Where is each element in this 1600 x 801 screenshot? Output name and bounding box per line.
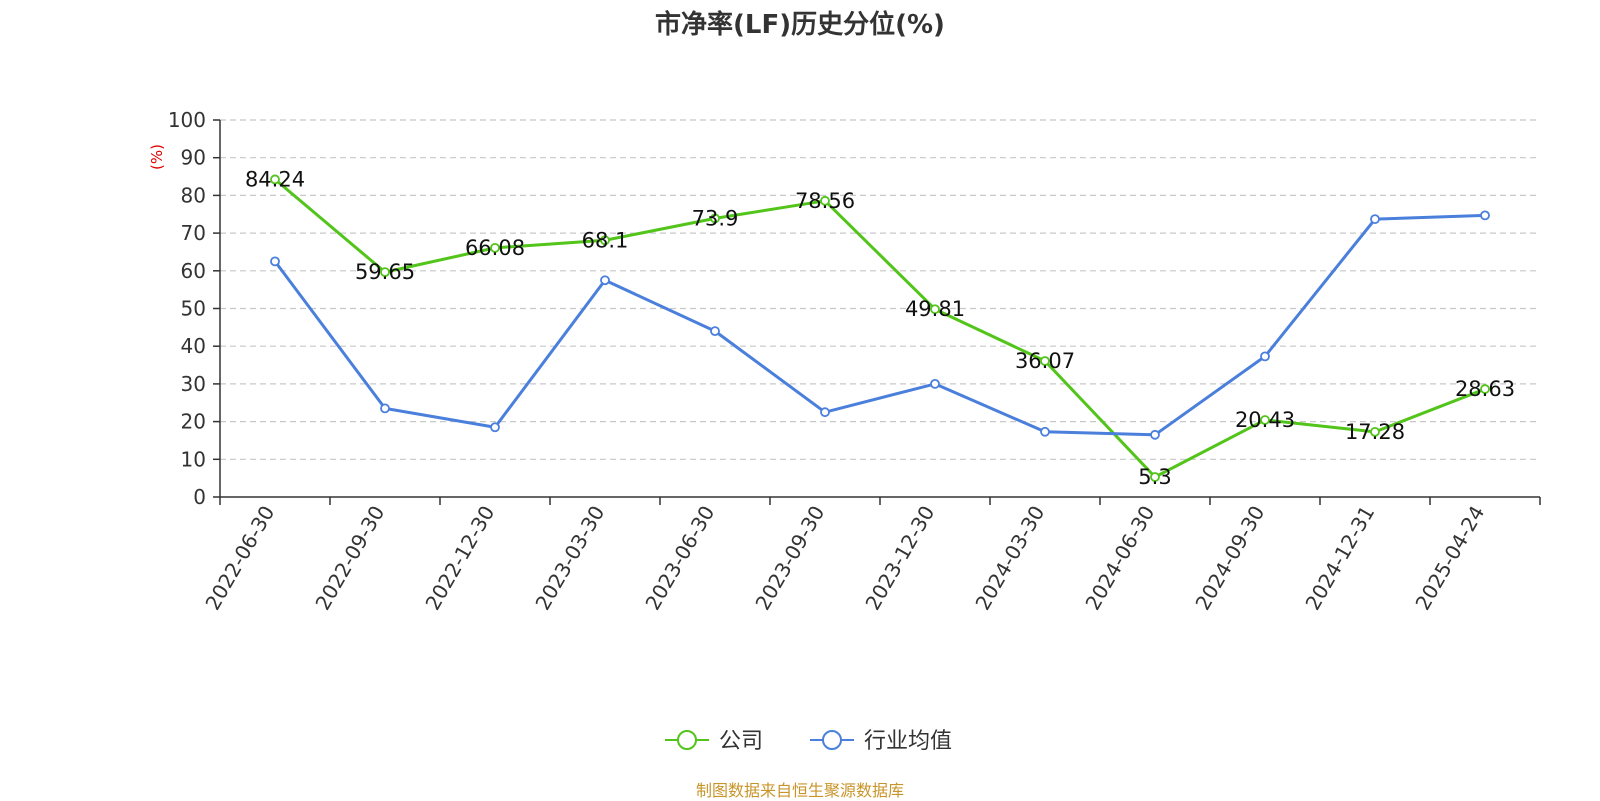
data-point[interactable] — [270, 256, 280, 267]
data-point[interactable] — [600, 275, 610, 286]
y-tick-label: 0 — [193, 485, 206, 509]
y-tick-label: 100 — [168, 108, 206, 132]
y-tick-label: 90 — [181, 146, 206, 170]
y-tick-label: 30 — [181, 372, 206, 396]
data-label: 78.56 — [795, 189, 855, 213]
x-tick-label: 2024-12-31 — [1300, 502, 1379, 615]
data-point[interactable] — [600, 235, 610, 246]
data-label: 66.08 — [465, 236, 525, 260]
x-tick-label: 2025-04-24 — [1410, 502, 1489, 615]
x-tick-label: 2023-12-30 — [860, 502, 939, 615]
data-point[interactable] — [1370, 426, 1380, 437]
data-point[interactable] — [820, 195, 830, 206]
data-point[interactable] — [270, 174, 280, 185]
data-point[interactable] — [1260, 351, 1270, 362]
data-point[interactable] — [710, 213, 720, 224]
data-label: 84.24 — [245, 167, 305, 191]
chart-title: 市净率(LF)历史分位(%) — [655, 10, 945, 40]
data-point[interactable] — [1150, 429, 1160, 440]
x-tick-label: 2023-03-30 — [530, 502, 609, 615]
data-label: 5.3 — [1138, 465, 1171, 489]
series-line — [273, 213, 1486, 437]
data-point[interactable] — [490, 422, 500, 433]
data-label: 68.1 — [582, 228, 629, 252]
series-line — [274, 178, 1486, 479]
y-tick-label: 70 — [181, 221, 206, 245]
legend-label[interactable]: 行业均值 — [864, 729, 952, 754]
gridlines — [220, 119, 1540, 460]
data-label: 28.63 — [1455, 377, 1515, 401]
legend-swatch-marker[interactable] — [822, 730, 842, 750]
y-axis-label: (%) — [148, 144, 166, 170]
x-tick-label: 2022-12-30 — [420, 502, 499, 615]
data-point[interactable] — [1040, 356, 1050, 366]
x-tick-label: 2022-06-30 — [200, 502, 279, 615]
data-point[interactable] — [930, 304, 940, 315]
axes: 0 10 20 30 40 50 60 70 80 90 100(%) 2022-06-30 2022-… — [148, 108, 1541, 615]
data-point[interactable] — [380, 267, 390, 278]
legend[interactable]: 公司 行业均值 — [665, 729, 952, 754]
data-point[interactable] — [380, 403, 390, 414]
y-tick-label: 20 — [181, 410, 206, 434]
data-point[interactable] — [1480, 384, 1490, 394]
y-tick-label: 50 — [181, 297, 206, 321]
data-label: 20.43 — [1235, 408, 1295, 432]
y-tick-label: 60 — [181, 259, 206, 283]
y-tick-label: 40 — [181, 334, 206, 358]
legend-swatch-marker[interactable] — [677, 730, 697, 750]
x-tick-label: 2024-03-30 — [970, 502, 1049, 615]
data-label: 73.9 — [692, 206, 739, 230]
y-tick-label: 80 — [181, 183, 206, 207]
data-labels: 84.24 59.65 66.08 68.1 73.9 78.56 49.81 36.07 5.… — [245, 167, 1515, 489]
data-point[interactable] — [1150, 472, 1160, 482]
data-point[interactable] — [1370, 214, 1380, 225]
data-point[interactable] — [490, 242, 500, 253]
data-point[interactable] — [930, 378, 940, 389]
data-label: 59.65 — [355, 260, 415, 284]
data-point[interactable] — [710, 326, 720, 337]
data-source-note: 制图数据来自恒生聚源数据库 — [695, 781, 904, 800]
x-tick-label: 2024-06-30 — [1080, 502, 1159, 615]
data-label: 49.81 — [905, 297, 965, 321]
data-point[interactable] — [820, 407, 830, 418]
data-label: 17.28 — [1345, 420, 1405, 444]
series — [270, 174, 1490, 482]
y-tick-label: 10 — [181, 447, 206, 471]
x-tick-label: 2024-09-30 — [1190, 502, 1269, 615]
x-tick-label: 2022-09-30 — [310, 502, 389, 615]
data-point[interactable] — [1260, 415, 1270, 425]
data-label: 36.07 — [1015, 349, 1075, 373]
data-point[interactable] — [1040, 426, 1050, 437]
x-tick-label: 2023-09-30 — [750, 502, 829, 615]
legend-label[interactable]: 公司 — [719, 729, 763, 754]
data-point[interactable] — [1480, 210, 1490, 221]
x-tick-label: 2023-06-30 — [640, 502, 719, 615]
